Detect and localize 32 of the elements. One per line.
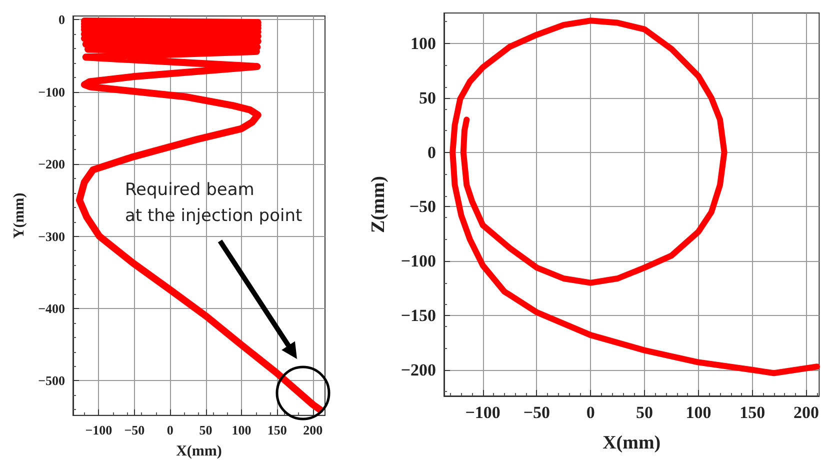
y-tick-label: −150 <box>400 306 436 325</box>
annotation: Required beam at the injection point <box>125 179 302 228</box>
x-tick-label: −100 <box>85 422 112 438</box>
x-tick-label: 200 <box>303 422 323 438</box>
x-tick-label: 150 <box>740 403 766 422</box>
x-tick-label: 100 <box>686 403 712 422</box>
y-tick-label: 0 <box>428 142 436 162</box>
y-tick-label: −200 <box>38 156 65 172</box>
y-axis-title: Y(mm) <box>12 192 28 239</box>
y-axis-title: Z(mm) <box>368 176 389 233</box>
y-tick-label: −50 <box>409 197 436 216</box>
x-axis-title: X(mm) <box>602 432 661 454</box>
y-tick-label: −200 <box>400 360 436 380</box>
y-tick-label: 50 <box>419 88 436 108</box>
y-tick-label: −300 <box>38 228 65 244</box>
x-tick-label: 150 <box>267 422 287 438</box>
x-tick-label: −50 <box>523 403 550 422</box>
y-tick-label: −100 <box>400 252 436 271</box>
x-axis-title: X(mm) <box>176 444 222 460</box>
y-tick-label: −500 <box>38 373 65 388</box>
x-tick-label: −50 <box>124 422 145 438</box>
x-tick-label: −100 <box>465 403 500 422</box>
x-tick-label: 50 <box>199 422 212 438</box>
y-tick-label: 0 <box>58 12 65 28</box>
x-tick-label: 100 <box>232 422 252 438</box>
x-tick-label: 0 <box>166 422 174 438</box>
y-tick-label: 100 <box>410 34 436 53</box>
x-tick-label: 200 <box>794 403 819 422</box>
x-tick-label: 50 <box>636 403 654 422</box>
y-tick-label: −100 <box>38 84 65 100</box>
x-tick-label: 0 <box>586 403 595 422</box>
y-tick-label: −400 <box>38 301 65 316</box>
